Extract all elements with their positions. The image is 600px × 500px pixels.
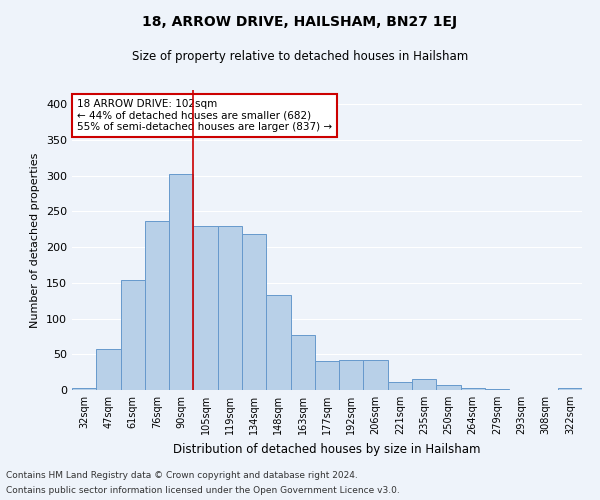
Bar [96,350,121,390]
Bar [290,335,315,390]
Text: Contains public sector information licensed under the Open Government Licence v3: Contains public sector information licen… [6,486,400,495]
Bar [169,174,193,390]
Bar [121,280,145,390]
Bar [242,234,266,390]
Bar [145,222,169,390]
Bar [558,388,582,390]
Text: Contains HM Land Registry data © Crown copyright and database right 2024.: Contains HM Land Registry data © Crown c… [6,471,358,480]
Text: 18 ARROW DRIVE: 102sqm
← 44% of detached houses are smaller (682)
55% of semi-de: 18 ARROW DRIVE: 102sqm ← 44% of detached… [77,99,332,132]
Bar [339,360,364,390]
Bar [72,388,96,390]
Text: Size of property relative to detached houses in Hailsham: Size of property relative to detached ho… [132,50,468,63]
Bar [461,388,485,390]
Bar [315,360,339,390]
Bar [193,226,218,390]
Bar [218,226,242,390]
Bar [266,295,290,390]
Y-axis label: Number of detached properties: Number of detached properties [31,152,40,328]
Bar [364,360,388,390]
Bar [436,385,461,390]
Bar [388,382,412,390]
Bar [412,378,436,390]
X-axis label: Distribution of detached houses by size in Hailsham: Distribution of detached houses by size … [173,442,481,456]
Text: 18, ARROW DRIVE, HAILSHAM, BN27 1EJ: 18, ARROW DRIVE, HAILSHAM, BN27 1EJ [142,15,458,29]
